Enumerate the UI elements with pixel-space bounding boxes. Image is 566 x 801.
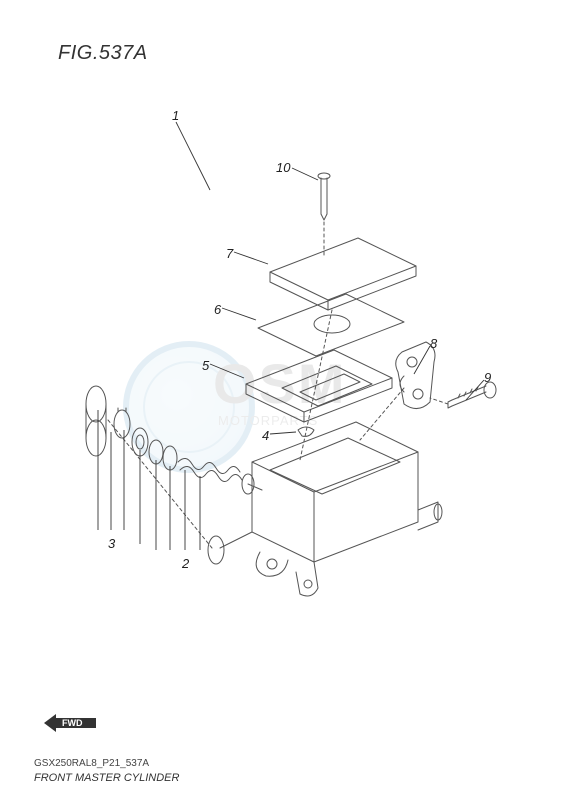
footer-title: FRONT MASTER CYLINDER (34, 772, 179, 784)
fwd-badge: FWD (44, 712, 102, 734)
part-holder (396, 342, 435, 409)
part-diaphragm-plate (258, 294, 404, 356)
part-piston-set (149, 440, 262, 494)
part-cap (270, 238, 416, 310)
part-screw (318, 173, 330, 258)
footer-code: GSX250RAL8_P21_537A (34, 758, 149, 769)
part-bolt (448, 382, 496, 408)
part-clip (298, 427, 314, 436)
exploded-diagram (0, 0, 566, 801)
fwd-text: FWD (62, 718, 83, 728)
page-root: OSM MOTORPARTS FIG.537A (0, 0, 566, 801)
part-master-cylinder-body (208, 422, 442, 596)
part-diaphragm (246, 350, 392, 422)
part-boot (86, 386, 106, 456)
